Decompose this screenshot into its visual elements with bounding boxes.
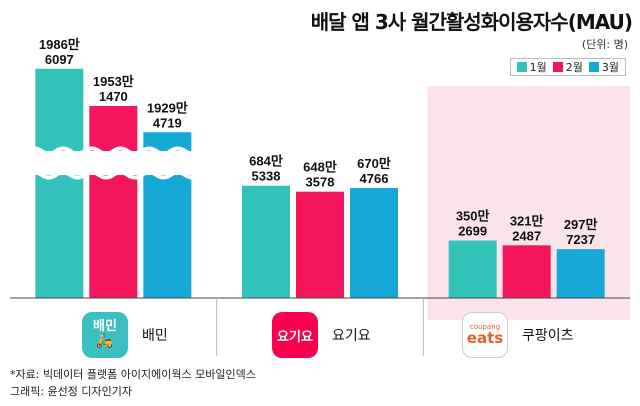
- data-label-bottom-0-1: 1470: [99, 89, 128, 104]
- legend-swatch-feb: [552, 62, 563, 72]
- data-label-bottom-1-1: 3578: [306, 175, 335, 190]
- bar-1-2: [350, 188, 398, 298]
- legend: 1월 2월 3월: [509, 58, 626, 76]
- yogiyo-logo: 요기요: [272, 312, 318, 358]
- brand-yogiyo: 요기요 요기요: [272, 312, 371, 358]
- data-label-bottom-2-0: 2699: [458, 224, 487, 239]
- brand-coupang: coupang eats 쿠팡이츠: [462, 312, 574, 358]
- brand-name-yogiyo: 요기요: [332, 328, 371, 344]
- coupang-eats-logo: coupang eats: [462, 312, 508, 358]
- coupang-logo-big: eats: [466, 329, 504, 347]
- data-label-bottom-1-0: 5338: [252, 169, 281, 184]
- legend-label-jan: 1월: [529, 61, 547, 74]
- legend-item-jan: 1월: [516, 59, 547, 75]
- bar-1-0: [242, 185, 290, 298]
- data-label-bottom-2-1: 2487: [512, 228, 541, 243]
- bar-2-0: [448, 240, 497, 298]
- legend-item-feb: 2월: [552, 59, 583, 75]
- data-label-bottom-2-2: 7237: [566, 232, 595, 247]
- graphic-credit: 그래픽: 윤선정 디자인기자: [10, 385, 133, 398]
- brand-baemin: 배민 🛵 배민: [82, 312, 168, 358]
- chart-title: 배달 앱 3사 월간활성화이용자수(MAU): [310, 10, 633, 34]
- data-label-top-0-2: 1929만: [147, 100, 188, 115]
- baemin-logo-text: 배민: [93, 319, 117, 335]
- axis-break-wave-top: [26, 146, 201, 156]
- bar-0-1: [89, 105, 138, 299]
- data-label-top-2-0: 350만: [456, 209, 490, 224]
- data-label-top-0-0: 1986만: [39, 37, 80, 52]
- data-label-bottom-0-0: 6097: [45, 52, 74, 67]
- legend-swatch-jan: [516, 62, 527, 72]
- bar-0-0: [35, 68, 84, 298]
- legend-item-mar: 3월: [588, 59, 619, 75]
- brand-name-baemin: 배민: [142, 328, 168, 344]
- legend-swatch-mar: [588, 62, 599, 72]
- data-label-top-2-1: 321만: [510, 213, 544, 228]
- data-label-top-1-0: 684만: [249, 154, 283, 169]
- legend-label-feb: 2월: [565, 61, 583, 74]
- unit-label: (단위: 명): [581, 38, 628, 51]
- yogiyo-logo-text: 요기요: [277, 329, 313, 345]
- data-label-top-0-1: 1953만: [93, 74, 134, 89]
- data-label-bottom-1-2: 4766: [360, 171, 389, 186]
- footer: *자료: 빅데이터 플랫폼 아이지에이웍스 모바일인덱스 그래픽: 윤선정 디자…: [10, 366, 256, 400]
- coupang-logo-small: coupang: [469, 323, 501, 331]
- brand-name-coupang: 쿠팡이츠: [522, 328, 574, 344]
- data-label-top-2-2: 297만: [564, 217, 598, 232]
- data-label-top-1-1: 648만: [303, 160, 337, 175]
- bar-1-1: [296, 191, 344, 298]
- axis-break-wave-bottom: [26, 170, 201, 180]
- baemin-logo: 배민 🛵: [82, 312, 128, 358]
- bar-2-2: [556, 249, 605, 298]
- source-note: *자료: 빅데이터 플랫폼 아이지에이웍스 모바일인덱스: [10, 368, 256, 381]
- data-label-bottom-0-2: 4719: [153, 115, 182, 130]
- data-label-top-1-2: 670만: [357, 156, 391, 171]
- legend-label-mar: 3월: [601, 61, 619, 74]
- scooter-icon: 🛵: [96, 333, 114, 350]
- bar-2-1: [502, 245, 551, 298]
- axis-break-band: [27, 151, 200, 175]
